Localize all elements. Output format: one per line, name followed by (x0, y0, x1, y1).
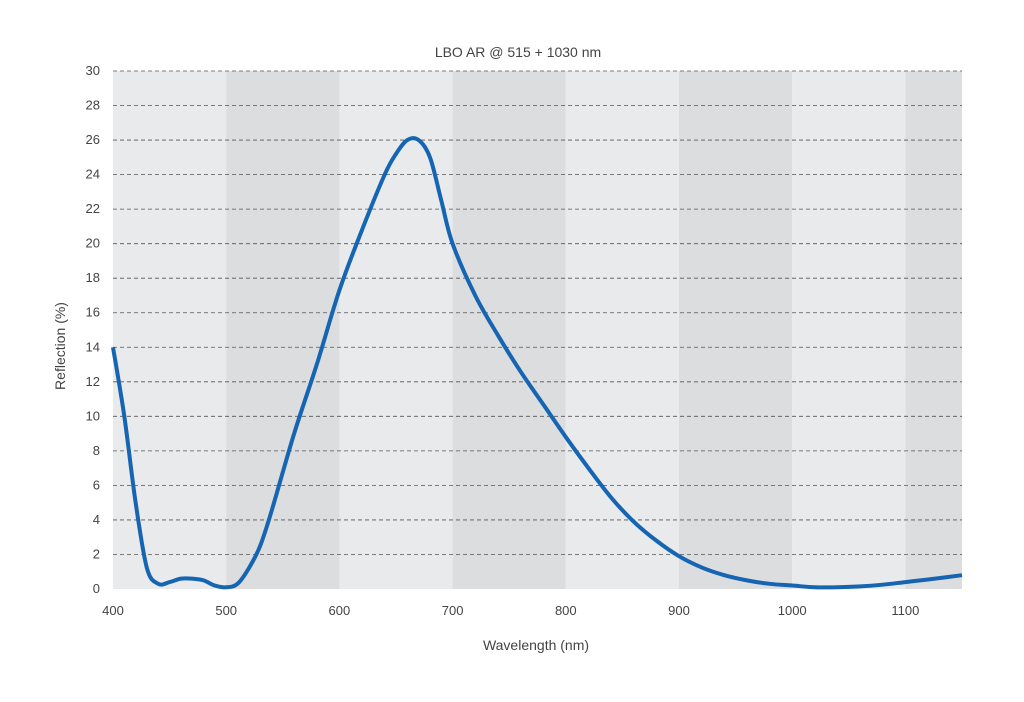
y-tick-label-6: 6 (93, 477, 100, 492)
x-tick-label-1000: 1000 (778, 603, 807, 618)
series-line-0 (111, 136, 963, 590)
x-tick-label-500: 500 (215, 603, 237, 618)
band-900 (679, 71, 793, 589)
band-1100 (905, 71, 962, 589)
band-600 (339, 71, 453, 589)
y-tick-label-4: 4 (93, 512, 100, 527)
y-tick-label-18: 18 (86, 270, 100, 285)
y-tick-label-20: 20 (86, 236, 100, 251)
y-tick-label-10: 10 (86, 408, 100, 423)
chart-title: LBO AR @ 515 + 1030 nm (435, 44, 601, 60)
band-700 (452, 71, 566, 589)
x-tick-label-600: 600 (329, 603, 351, 618)
band-400 (113, 71, 227, 589)
y-axis-title: Reflection (%) (52, 302, 68, 390)
y-tick-label-28: 28 (86, 98, 100, 113)
x-axis-title: Wavelength (nm) (483, 637, 589, 653)
x-tick-label-400: 400 (102, 603, 124, 618)
series-layer (111, 136, 963, 590)
x-tick-label-700: 700 (442, 603, 464, 618)
y-tick-label-8: 8 (93, 443, 100, 458)
x-tick-label-1100: 1100 (891, 603, 919, 618)
x-tick-label-800: 800 (555, 603, 577, 618)
y-tick-label-16: 16 (86, 305, 100, 320)
y-tick-label-22: 22 (86, 201, 100, 216)
y-tick-label-14: 14 (86, 339, 100, 354)
gridlines (113, 70, 962, 555)
background-bands (113, 71, 962, 589)
y-tick-label-2: 2 (93, 546, 100, 561)
y-tick-label-30: 30 (86, 63, 100, 78)
y-tick-label-24: 24 (86, 167, 100, 182)
y-tick-label-0: 0 (93, 581, 100, 596)
band-800 (565, 71, 679, 589)
x-tick-label-900: 900 (668, 603, 690, 618)
y-tick-label-26: 26 (86, 132, 100, 147)
band-500 (226, 71, 340, 589)
band-1000 (792, 71, 906, 589)
x-tick-labels: 400 500 600 700 800 900 1000 1100 (102, 603, 919, 618)
y-tick-label-12: 12 (86, 374, 100, 389)
